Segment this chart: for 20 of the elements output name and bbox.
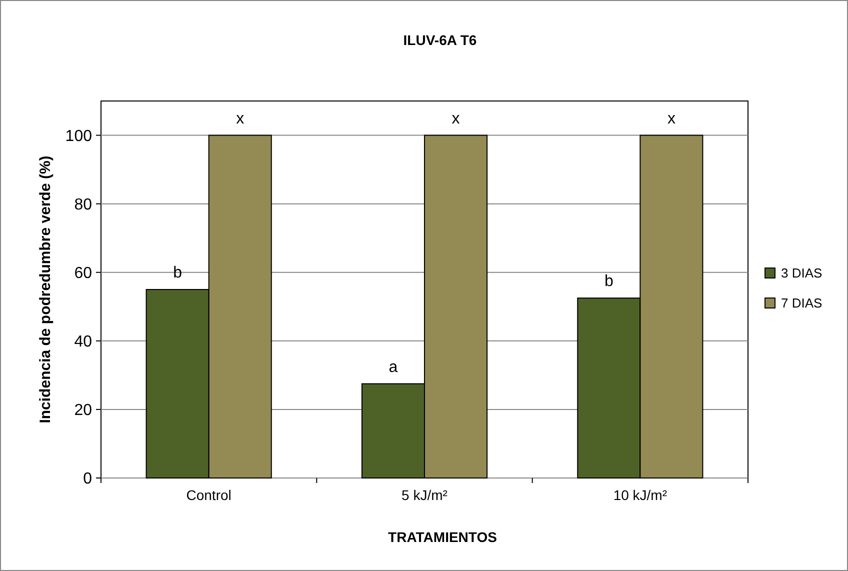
x-axis-title: TRATAMIENTOS: [388, 529, 497, 545]
annotation: x: [236, 110, 244, 128]
x-tick-label: 10 kJ/m²: [613, 487, 668, 503]
x-tick-label: Control: [186, 487, 232, 503]
y-tick-label: 100: [65, 128, 92, 145]
legend-label: 7 DIAS: [781, 296, 823, 311]
y-axis-title: Incidencia de podredumbre verde (%): [37, 156, 54, 424]
y-tick-label: 40: [74, 334, 92, 351]
y-tick-label: 0: [83, 470, 92, 488]
y-tick-label: 20: [74, 402, 92, 420]
chart-title: ILUV-6A T6: [403, 32, 477, 48]
annotation: b: [604, 273, 614, 290]
y-tick-label: 80: [74, 196, 92, 214]
legend-label: 3 DIAS: [781, 266, 823, 281]
annotation: x: [452, 110, 460, 128]
annotation: a: [388, 358, 398, 376]
y-tick-label: 60: [74, 264, 92, 282]
annotation: b: [173, 264, 182, 282]
x-tick-label: 5 kJ/m²: [402, 487, 448, 503]
annotation: x: [667, 110, 676, 128]
